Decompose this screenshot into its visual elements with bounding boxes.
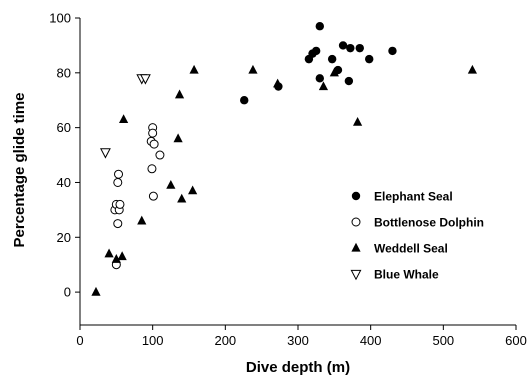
y-tick-label: 80 — [57, 65, 71, 80]
data-point-weddell-seal — [119, 114, 129, 124]
legend-marker-weddell-seal — [351, 242, 361, 252]
legend-item-blue-whale: Blue Whale — [350, 268, 439, 282]
data-point-bottlenose-dolphin — [113, 177, 123, 187]
series-blue-whale — [100, 74, 151, 159]
data-point-weddell-seal — [111, 254, 121, 263]
y-tick-label: 60 — [57, 120, 71, 135]
legend-marker-blue-whale — [350, 269, 362, 281]
data-point-weddell-seal — [329, 67, 339, 77]
data-point-weddell-seal — [91, 286, 101, 296]
data-point-weddell-seal — [104, 248, 114, 258]
data-point-elephant-seal — [344, 76, 354, 86]
data-point-weddell-seal — [352, 116, 363, 126]
data-point-bottlenose-dolphin — [115, 199, 125, 209]
legend: Elephant Seal Bottlenose Dolphin Weddell S… — [350, 190, 484, 282]
y-axis-title: Percentage glide time — [11, 92, 28, 247]
data-point-weddell-seal — [137, 215, 147, 225]
data-point-weddell-seal — [173, 133, 183, 143]
x-ticks: 0 100 200 300 400 500 600 — [76, 325, 527, 348]
data-point-bottlenose-dolphin — [149, 139, 159, 149]
series-weddell-seal — [91, 64, 477, 296]
legend-item-elephant-seal: Elephant Seal — [351, 190, 453, 204]
data-point-elephant-seal — [240, 96, 249, 105]
series-elephant-seal — [240, 22, 397, 105]
data-point-bottlenose-dolphin — [148, 191, 158, 201]
x-tick-label: 500 — [432, 333, 454, 348]
data-point-elephant-seal — [311, 46, 321, 56]
legend-item-weddell-seal: Weddell Seal — [351, 242, 448, 256]
x-tick-label: 0 — [76, 333, 83, 348]
legend-marker-elephant-seal — [351, 191, 361, 201]
data-point-blue-whale — [100, 148, 111, 159]
legend-label-elephant-seal: Elephant Seal — [374, 190, 453, 204]
data-point-weddell-seal — [188, 185, 198, 195]
x-tick-label: 100 — [142, 333, 164, 348]
data-point-bottlenose-dolphin — [113, 219, 123, 229]
data-point-weddell-seal — [177, 193, 187, 203]
data-point-elephant-seal — [388, 46, 397, 56]
data-point-elephant-seal — [346, 43, 355, 53]
y-ticks: 0 20 40 60 80 100 — [49, 11, 80, 300]
series-bottlenose-dolphin — [110, 123, 165, 270]
y-tick-label: 100 — [49, 11, 71, 26]
data-point-weddell-seal — [174, 89, 185, 99]
data-point-bottlenose-dolphin — [148, 128, 158, 138]
legend-marker-bottlenose-dolphin — [351, 217, 361, 227]
data-point-weddell-seal — [117, 251, 127, 261]
x-tick-label: 600 — [505, 333, 527, 348]
data-point-weddell-seal — [166, 180, 176, 189]
axes: 0 100 200 300 400 500 600 0 20 40 60 80 100 — [49, 11, 527, 349]
y-tick-label: 20 — [57, 230, 71, 245]
legend-label-bottlenose-dolphin: Bottlenose Dolphin — [374, 216, 484, 230]
data-point-weddell-seal — [273, 78, 283, 88]
x-axis-title: Dive depth (m) — [246, 359, 350, 376]
data-points — [91, 22, 477, 296]
data-point-blue-whale — [139, 74, 151, 85]
data-point-weddell-seal — [318, 81, 329, 91]
legend-label-blue-whale: Blue Whale — [374, 268, 439, 282]
data-point-elephant-seal — [315, 22, 324, 31]
data-point-elephant-seal — [338, 41, 348, 50]
x-tick-label: 300 — [287, 333, 309, 348]
data-point-bottlenose-dolphin — [147, 164, 157, 174]
data-point-elephant-seal — [327, 54, 337, 64]
x-tick-label: 400 — [360, 333, 382, 348]
legend-label-weddell-seal: Weddell Seal — [374, 242, 448, 256]
data-point-elephant-seal — [315, 74, 324, 83]
data-point-bottlenose-dolphin — [155, 150, 165, 160]
x-tick-label: 200 — [214, 333, 236, 348]
y-tick-label: 40 — [57, 175, 71, 190]
data-point-elephant-seal — [355, 43, 364, 53]
y-tick-label: 0 — [64, 285, 71, 300]
data-point-elephant-seal — [365, 54, 374, 64]
data-point-weddell-seal — [189, 64, 199, 74]
legend-item-bottlenose-dolphin: Bottlenose Dolphin — [351, 216, 484, 230]
data-point-weddell-seal — [467, 64, 477, 74]
data-point-bottlenose-dolphin — [114, 169, 124, 179]
data-point-weddell-seal — [248, 64, 258, 74]
